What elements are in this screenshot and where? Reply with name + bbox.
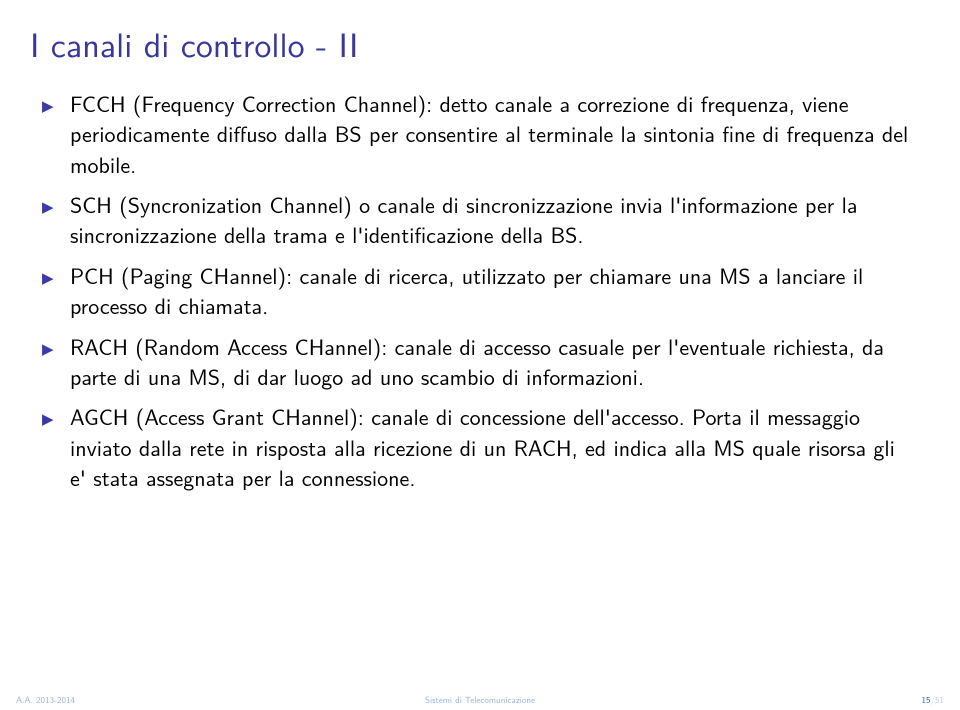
page-total: 51 bbox=[935, 693, 944, 706]
slide: I canali di controllo - II ▶ FCCH (Frequ… bbox=[0, 0, 960, 710]
triangle-bullet-icon: ▶ bbox=[42, 408, 54, 429]
list-item-text: PCH (Paging CHannel): canale di ricerca,… bbox=[70, 259, 863, 321]
footer-page: 15/51 bbox=[638, 693, 960, 706]
triangle-bullet-icon: ▶ bbox=[42, 267, 54, 288]
list-item: ▶ AGCH (Access Grant CHannel): canale di… bbox=[42, 401, 918, 492]
triangle-bullet-icon: ▶ bbox=[42, 196, 54, 217]
list-item-text: FCCH (Frequency Correction Channel): det… bbox=[70, 87, 908, 180]
list-item-text: SCH (Syncronization Channel) o canale di… bbox=[70, 188, 857, 250]
triangle-bullet-icon: ▶ bbox=[42, 338, 54, 359]
slide-content: ▶ FCCH (Frequency Correction Channel): d… bbox=[0, 78, 960, 492]
list-item: ▶ RACH (Random Access CHannel): canale d… bbox=[42, 331, 918, 392]
slide-title: I canali di controllo - II bbox=[0, 0, 960, 78]
list-item: ▶ PCH (Paging CHannel): canale di ricerc… bbox=[42, 260, 918, 321]
footer-center: Sistemi di Telecomunicazione bbox=[322, 693, 638, 706]
triangle-bullet-icon: ▶ bbox=[42, 95, 54, 116]
list-item: ▶ FCCH (Frequency Correction Channel): d… bbox=[42, 88, 918, 179]
footer: A.A. 2013-2014 Sistemi di Telecomunicazi… bbox=[0, 688, 960, 710]
footer-left: A.A. 2013-2014 bbox=[0, 693, 322, 706]
list-item-text: RACH (Random Access CHannel): canale di … bbox=[70, 330, 884, 392]
list-item-text: AGCH (Access Grant CHannel): canale di c… bbox=[70, 400, 895, 493]
list-item: ▶ SCH (Syncronization Channel) o canale … bbox=[42, 189, 918, 250]
